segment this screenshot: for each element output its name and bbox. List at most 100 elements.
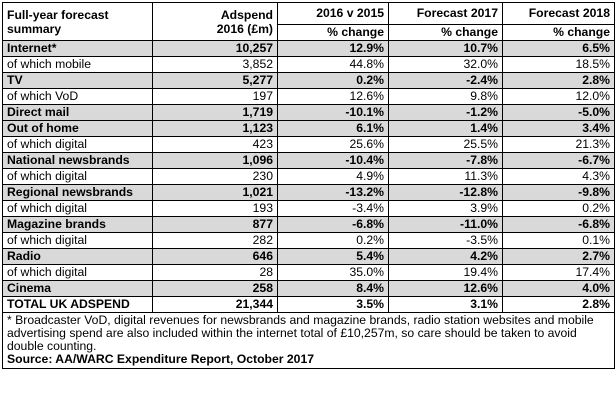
row-label: of which VoD [2,88,153,105]
row-adspend: 1,096 [152,152,278,169]
row-adspend: 10,257 [152,40,278,57]
row-forecast-2017: 32.0% [388,56,503,73]
row-change-2016v2015: -10.4% [277,152,389,169]
row-forecast-2017: 3.1% [388,296,503,313]
forecast-table-container: Full-year forecast summary Adspend 2016 … [2,2,615,369]
row-forecast-2018: -6.7% [502,152,615,169]
row-label: Internet* [2,40,153,57]
row-change-2016v2015: 4.9% [277,168,389,185]
header-col-forecast-2018: Forecast 2018 [502,2,615,25]
row-forecast-2017: 4.2% [388,248,503,265]
row-adspend: 646 [152,248,278,265]
row-change-2016v2015: 44.8% [277,56,389,73]
row-adspend: 1,123 [152,120,278,137]
table-row: National newsbrands 1,096 -10.4% -7.8% -6.7% [2,152,615,169]
row-forecast-2017: 19.4% [388,264,503,281]
row-label: National newsbrands [2,152,153,169]
row-adspend: 230 [152,168,278,185]
row-label: TV [2,72,153,89]
row-label: of which digital [2,232,153,249]
row-change-2016v2015: 8.4% [277,280,389,297]
row-adspend: 197 [152,88,278,105]
row-change-2016v2015: -10.1% [277,104,389,121]
row-adspend: 21,344 [152,296,278,313]
source-text: Source: AA/WARC Expenditure Report, Octo… [7,352,315,366]
header-row: Full-year forecast summary Adspend 2016 … [2,2,615,41]
row-forecast-2018: 2.8% [502,296,615,313]
row-label: of which digital [2,136,153,153]
table-subrow: of which mobile 3,852 44.8% 32.0% 18.5% [2,56,615,73]
row-forecast-2017: 3.9% [388,200,503,217]
row-forecast-2017: 12.6% [388,280,503,297]
table-row: Regional newsbrands 1,021 -13.2% -12.8% -9.8… [2,184,615,201]
row-forecast-2017: -2.4% [388,72,503,89]
table-subrow: of which digital 282 0.2% -3.5% 0.1% [2,232,615,249]
header-col-2016v2015: 2016 v 2015 [277,2,389,25]
row-forecast-2017: 11.3% [388,168,503,185]
row-label: of which digital [2,264,153,281]
header-label-line1: Full-year forecast [7,7,109,22]
header-adspend-line1: Adspend [220,7,273,22]
table-subrow: of which digital 423 25.6% 25.5% 21.3% [2,136,615,153]
row-forecast-2017: -1.2% [388,104,503,121]
table-row: Direct mail 1,719 -10.1% -1.2% -5.0% [2,104,615,121]
table-row: TV 5,277 0.2% -2.4% 2.8% [2,72,615,89]
row-change-2016v2015: -13.2% [277,184,389,201]
row-forecast-2018: 3.4% [502,120,615,137]
row-forecast-2018: 2.7% [502,248,615,265]
forecast-summary-table: Full-year forecast summary Adspend 2016 … [2,2,615,369]
row-label: of which mobile [2,56,153,73]
row-forecast-2018: -6.8% [502,216,615,233]
row-adspend: 28 [152,264,278,281]
table-subrow: of which digital 28 35.0% 19.4% 17.4% [2,264,615,281]
row-adspend: 5,277 [152,72,278,89]
table-row: Radio 646 5.4% 4.2% 2.7% [2,248,615,265]
header-sub-1: % change [277,24,389,41]
row-adspend: 1,719 [152,104,278,121]
row-label: Cinema [2,280,153,297]
row-forecast-2018: 12.0% [502,88,615,105]
row-forecast-2017: -7.8% [388,152,503,169]
row-forecast-2017: -12.8% [388,184,503,201]
row-change-2016v2015: 12.6% [277,88,389,105]
row-forecast-2018: 17.4% [502,264,615,281]
row-forecast-2018: 4.3% [502,168,615,185]
row-change-2016v2015: 0.2% [277,232,389,249]
row-adspend: 423 [152,136,278,153]
row-change-2016v2015: -6.8% [277,216,389,233]
row-forecast-2018: 0.2% [502,200,615,217]
row-change-2016v2015: 25.6% [277,136,389,153]
row-change-2016v2015: 35.0% [277,264,389,281]
footnote-text: * Broadcaster VoD, digital revenues for … [7,313,594,353]
row-forecast-2018: 0.1% [502,232,615,249]
table-row: Internet* 10,257 12.9% 10.7% 6.5% [2,40,615,57]
table-total-row: TOTAL UK ADSPEND 21,344 3.5% 3.1% 2.8% [2,296,615,313]
table-subrow: of which VoD 197 12.6% 9.8% 12.0% [2,88,615,105]
footnote-row: * Broadcaster VoD, digital revenues for … [2,312,615,369]
row-forecast-2017: -3.5% [388,232,503,249]
row-forecast-2017: 1.4% [388,120,503,137]
header-label-cell: Full-year forecast summary [2,2,153,41]
row-change-2016v2015: 3.5% [277,296,389,313]
table-subrow: of which digital 193 -3.4% 3.9% 0.2% [2,200,615,217]
row-change-2016v2015: 0.2% [277,72,389,89]
row-forecast-2018: 2.8% [502,72,615,89]
header-adspend-line2: 2016 (£m) [216,21,273,36]
footnote-cell: * Broadcaster VoD, digital revenues for … [2,312,615,369]
row-forecast-2017: -11.0% [388,216,503,233]
row-forecast-2018: -5.0% [502,104,615,121]
row-label: of which digital [2,168,153,185]
row-adspend: 877 [152,216,278,233]
header-adspend-cell: Adspend 2016 (£m) [152,2,278,41]
table-row: Out of home 1,123 6.1% 1.4% 3.4% [2,120,615,137]
row-adspend: 3,852 [152,56,278,73]
row-adspend: 193 [152,200,278,217]
table-row: Magazine brands 877 -6.8% -11.0% -6.8% [2,216,615,233]
row-label: Out of home [2,120,153,137]
row-label: Direct mail [2,104,153,121]
header-col-forecast-2017: Forecast 2017 [388,2,503,25]
table-row: Cinema 258 8.4% 12.6% 4.0% [2,280,615,297]
row-forecast-2017: 9.8% [388,88,503,105]
header-sub-3: % change [502,24,615,41]
row-change-2016v2015: -3.4% [277,200,389,217]
